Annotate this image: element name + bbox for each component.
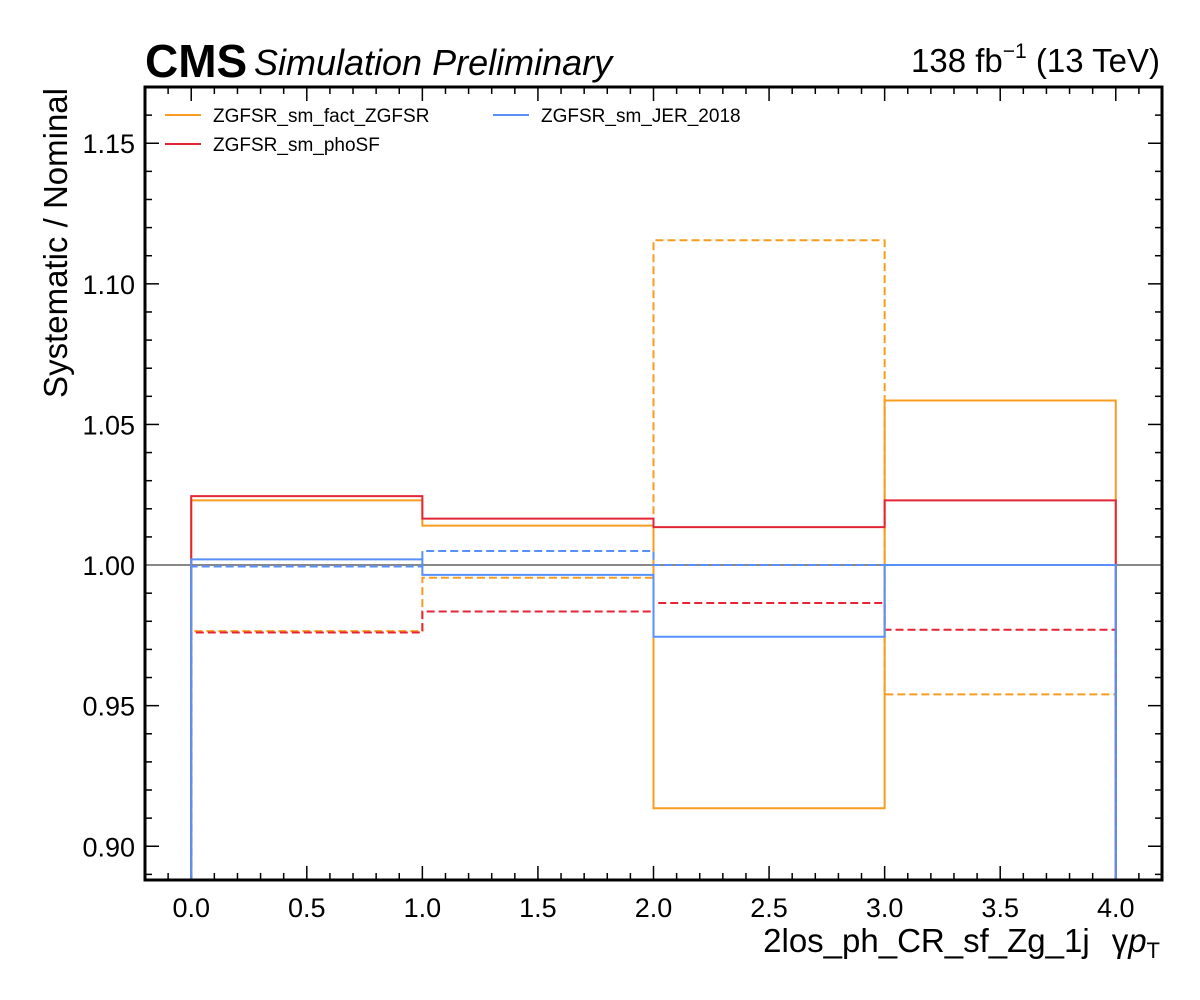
plot-frame xyxy=(143,85,1164,882)
series-0-down-step-line xyxy=(190,239,1117,880)
legend-label: ZGFSR_sm_phoSF xyxy=(213,135,380,156)
y-tick-label: 0.90 xyxy=(82,832,135,862)
x-tick-label: 3.0 xyxy=(866,893,904,923)
series-0-up-step-line xyxy=(190,399,1117,880)
y-tick-label: 1.15 xyxy=(82,129,135,159)
legend: ZGFSR_sm_fact_ZGFSR ZGFSR_sm_phoSF ZGFSR_s… xyxy=(165,106,741,156)
x-tick-label: 0.5 xyxy=(288,893,326,923)
legend-item-0: ZGFSR_sm_fact_ZGFSR xyxy=(165,106,429,127)
chart-header: CMS Simulation Preliminary 138 fb−1 (13 … xyxy=(145,35,1160,87)
y-tick-label: 1.00 xyxy=(82,551,135,581)
luminosity-label: 138 fb−1 (13 TeV) xyxy=(911,40,1160,79)
cms-label: CMS xyxy=(145,35,247,87)
x-tick-label: 4.0 xyxy=(1097,893,1135,923)
series-2 xyxy=(190,549,1117,880)
x-tick-label: 2.0 xyxy=(635,893,673,923)
series-2-up-step-line xyxy=(190,558,1117,880)
series-1-up-step-line xyxy=(190,495,1117,880)
axes: 0.0 0.5 1.0 1.5 2.0 2.5 3.0 3.5 4.0 0.90 0.95 1.00 1… xyxy=(82,86,1163,923)
legend-item-1: ZGFSR_sm_phoSF xyxy=(165,135,380,156)
series-0 xyxy=(190,239,1117,880)
x-axis-label: 2los_ph_CR_sf_Zg_1j γpT xyxy=(763,922,1160,963)
series-layer xyxy=(190,239,1117,880)
y-axis-label: Systematic / Nominal xyxy=(37,88,74,398)
y-tick-label: 1.10 xyxy=(82,270,135,300)
x-tick-label: 1.5 xyxy=(519,893,557,923)
legend-label: ZGFSR_sm_JER_2018 xyxy=(541,106,741,127)
y-tick-label: 1.05 xyxy=(82,410,135,440)
legend-label: ZGFSR_sm_fact_ZGFSR xyxy=(213,106,429,127)
plot-area-frame xyxy=(143,85,1164,882)
simulation-status-label: Simulation Preliminary xyxy=(254,42,614,83)
x-tick-label: 1.0 xyxy=(404,893,442,923)
legend-item-2: ZGFSR_sm_JER_2018 xyxy=(493,106,741,127)
x-tick-label: 0.0 xyxy=(172,893,210,923)
x-tick-label: 2.5 xyxy=(750,893,788,923)
x-tick-label: 3.5 xyxy=(981,893,1019,923)
y-tick-label: 0.95 xyxy=(82,692,135,722)
